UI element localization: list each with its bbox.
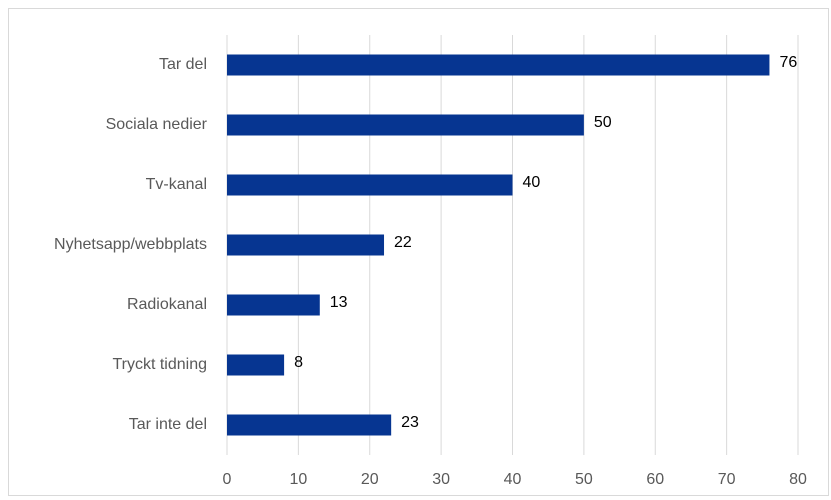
chart-border bbox=[8, 8, 829, 496]
bar bbox=[227, 114, 584, 136]
data-label: 40 bbox=[523, 174, 541, 191]
y-tick-label: Tar del bbox=[159, 56, 207, 73]
bar bbox=[227, 414, 392, 436]
bar bbox=[227, 234, 385, 256]
x-tick-label: 30 bbox=[432, 471, 450, 488]
y-tick-label: Radiokanal bbox=[127, 296, 207, 313]
x-tick-label: 0 bbox=[223, 471, 232, 488]
x-tick-label: 20 bbox=[361, 471, 379, 488]
x-tick-label: 70 bbox=[718, 471, 736, 488]
x-tick-label: 50 bbox=[575, 471, 593, 488]
y-tick-label: Tar inte del bbox=[129, 416, 207, 433]
x-tick-label: 80 bbox=[789, 471, 807, 488]
bar bbox=[227, 54, 770, 76]
y-tick-label: Tv-kanal bbox=[146, 176, 207, 193]
x-tick-label: 10 bbox=[289, 471, 307, 488]
data-label: 13 bbox=[330, 294, 348, 311]
data-label: 50 bbox=[594, 114, 612, 131]
x-tick-label: 40 bbox=[504, 471, 522, 488]
bar bbox=[227, 294, 320, 316]
y-tick-label: Sociala nedier bbox=[106, 116, 208, 133]
x-tick-label: 60 bbox=[646, 471, 664, 488]
data-label: 23 bbox=[401, 414, 419, 431]
y-tick-label: Tryckt tidning bbox=[112, 356, 207, 373]
bar bbox=[227, 174, 513, 196]
bar bbox=[227, 354, 285, 376]
data-label: 8 bbox=[294, 354, 303, 371]
y-tick-label: Nyhetsapp/webbplats bbox=[54, 236, 207, 253]
data-label: 22 bbox=[394, 234, 412, 251]
data-label: 76 bbox=[779, 54, 797, 71]
